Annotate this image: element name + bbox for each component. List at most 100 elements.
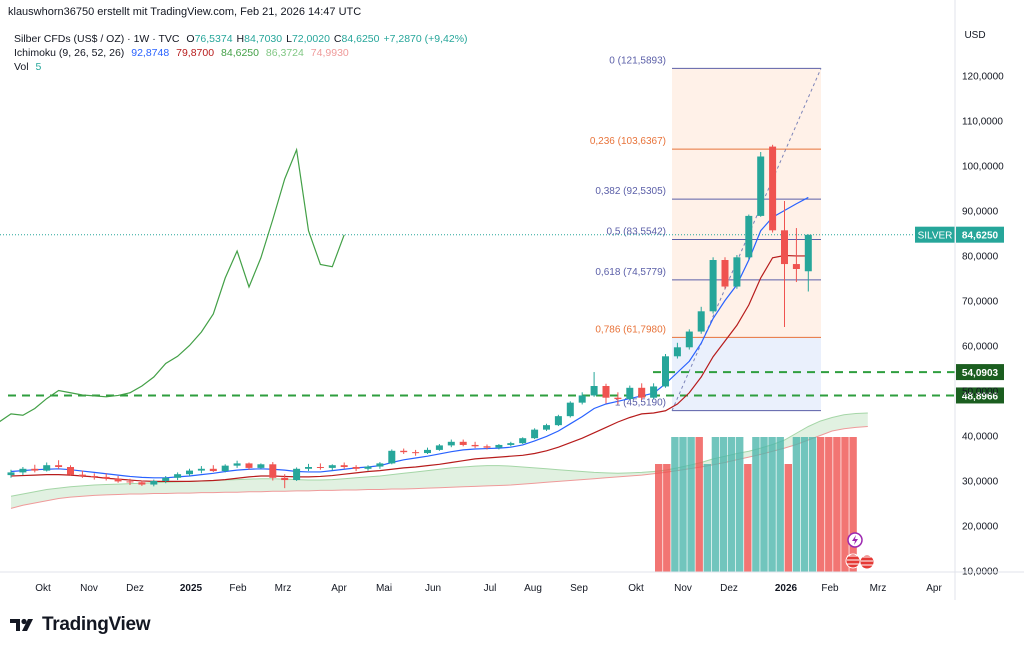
legend-ichimoku-row: Ichimoku (9, 26, 52, 26) 92,8748 79,8700… [14,46,476,60]
cloud-fill [11,413,868,509]
time-tick-label: Dez [720,583,738,594]
base-line [10,254,809,482]
volume-bar [792,437,801,572]
candle-body [697,311,705,332]
candle-body [400,450,408,453]
candle-body [316,467,324,468]
symbol-tag [915,226,955,243]
conversion-line [10,196,809,479]
horizontal-levels[interactable]: 54,0903 48,8966 SILVER 84,6250 [0,226,1004,404]
volume-bar [679,437,687,572]
time-axis[interactable]: Okt Nov Dez 2025 Feb Mrz Apr Mai Jun Jul Aug Sep Okt… [0,571,1024,594]
fib-background [672,68,821,411]
candle-body [257,464,265,468]
ichimoku-label[interactable]: Ichimoku (9, 26, 52, 26) [14,47,125,59]
close-label: C [333,33,342,45]
time-tick-label: Nov [674,583,692,594]
candle-body [745,215,753,258]
volume-bar [849,437,857,572]
candle-body [709,260,717,312]
price-tick-label: 60,0000 [962,342,999,353]
candle-body [281,477,289,481]
vol-label[interactable]: Vol [14,61,29,73]
time-tick-label: 2026 [775,583,798,594]
price-tick-label: 80,0000 [962,252,999,263]
candle-body [388,450,396,464]
candle-body [733,257,741,287]
time-tick-label: Mrz [870,583,887,594]
candle-body [531,429,539,439]
candle-body [305,467,312,469]
open-label: O [186,33,195,45]
ichimoku-span-a-value: 86,3724 [265,47,304,59]
volume-bar [825,437,833,572]
candle-body [364,466,372,469]
legend-vol-row: Vol 5 [14,60,476,74]
tradingview-logo[interactable]: TradingView [10,614,151,636]
candle-body [459,441,467,445]
volume-bars [655,437,857,572]
candle-body [162,477,170,481]
candle-body [781,230,788,265]
fib-level-label: 0,618 (74,5779) [595,267,666,278]
volume-bar [671,437,679,572]
candle-body [43,465,51,471]
ichimoku-base-value: 79,8700 [176,47,215,59]
price-tick-label: 90,0000 [962,207,999,218]
change-value: +7,2870 (+9,42%) [383,33,468,45]
time-tick-label: Mrz [275,583,292,594]
time-tick-label: Okt [35,583,51,594]
volume-bar [655,464,663,572]
volume-bar [727,437,736,572]
volume-bar [703,464,711,572]
candle-body [614,397,622,400]
volume-bar [719,437,728,572]
candle-body [293,468,301,481]
candle-body [769,146,777,231]
candle-body [78,474,86,476]
candle-body [340,465,348,467]
fib-retracement[interactable]: 0 (121,5893) 0,236 (103,6367) 0,382 (92,53… [590,55,822,412]
candle-body [650,386,658,398]
candle-body [804,234,812,272]
time-tick-label: Sep [570,583,588,594]
price-tick-label: 120,0000 [962,72,1004,83]
candle-body [447,441,455,446]
event-icons[interactable] [845,532,875,570]
symbol-tag-label: SILVER [918,231,953,242]
high-value: 84,7030 [244,33,283,45]
price-tick-label: 70,0000 [962,297,999,308]
fib-level-label: 0,786 (61,7980) [595,324,666,335]
level-price-tag [956,364,1004,381]
time-tick-label: 2025 [180,583,203,594]
candle-body [90,476,98,477]
candle-body [114,478,122,482]
candle-body [673,347,681,357]
candle-body [507,443,515,445]
candle-body [19,468,27,473]
candle-body [31,468,39,471]
candle-body [435,445,443,450]
price-axis[interactable]: 10,000020,000030,000040,000050,000060,00… [954,0,1004,600]
candle-body [67,467,74,475]
fib-level-label: 1 (45,5190) [615,398,666,409]
time-tick-label: Jul [484,583,497,594]
fib-zone-lower [672,337,821,411]
price-chart[interactable]: 0 (121,5893) 0,236 (103,6367) 0,382 (92,53… [0,0,1024,600]
candles [7,144,812,489]
last-price-label: 84,6250 [962,231,999,242]
candle-body [126,481,134,483]
ichimoku-lagging-value: 84,6250 [221,47,259,59]
time-tick-label: Jun [425,583,441,594]
legend-symbol-title[interactable]: Silber CFDs (US$ / OZ) · 1W · TVC [14,33,180,45]
candle-body [269,464,277,478]
candle-body [554,416,562,426]
volume-bar [784,464,792,572]
candle-body [376,463,384,467]
volume-bar [841,437,849,572]
time-tick-label: Feb [821,583,839,594]
candle-body [590,386,598,396]
currency-button[interactable]: USD [964,30,986,41]
price-tick-label: 30,0000 [962,477,999,488]
fib-level-label: 0,5 (83,5542) [607,227,667,238]
